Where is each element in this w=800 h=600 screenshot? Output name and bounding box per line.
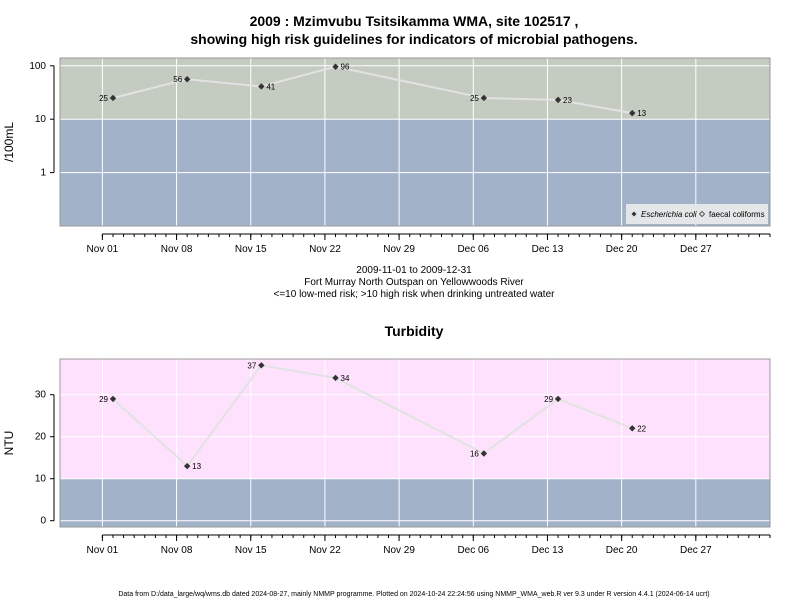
location-caption: Fort Murray North Outspan on Yellowwoods…: [304, 277, 524, 288]
main-title-line1: 2009 : Mzimvubu Tsitsikamma WMA, site 10…: [250, 13, 579, 29]
x-tick-label: Dec 27: [680, 244, 712, 255]
data-point: [554, 395, 562, 403]
data-label: 13: [192, 462, 201, 471]
main-title-line2: showing high risk guidelines for indicat…: [190, 31, 637, 47]
y-axis-label: /100mL: [2, 122, 16, 162]
data-point: [258, 83, 265, 90]
x-tick-label: Dec 06: [457, 545, 489, 556]
data-label: 56: [173, 75, 182, 84]
microbial-chart-panel: 1 10 100/100mL Nov 01 Nov 08 Nov 15 Nov 22 Nov …: [2, 57, 771, 255]
data-label: 34: [341, 374, 350, 383]
data-label: 16: [470, 450, 479, 459]
x-tick-label: Dec 13: [532, 244, 564, 255]
legend-marker-filled-diamond: [631, 211, 637, 217]
x-tick-label: Dec 13: [532, 545, 564, 556]
data-label: 96: [341, 63, 350, 72]
data-point: [629, 109, 636, 117]
plot-frame: [59, 57, 771, 227]
x-tick-label: Nov 29: [383, 244, 415, 255]
x-tick-label: Nov 15: [235, 545, 267, 556]
y-tick-label: 20: [35, 432, 47, 443]
data-point: [629, 425, 636, 432]
legend-marker-open-diamond: [698, 210, 706, 218]
y-tick-label: 100: [29, 61, 46, 72]
data-label: 22: [637, 424, 646, 433]
data-point: [109, 395, 117, 403]
data-point: [332, 63, 339, 70]
x-tick-label: Dec 20: [606, 244, 638, 255]
data-label: 13: [637, 109, 646, 118]
x-tick-label: Nov 22: [309, 244, 341, 255]
data-point: [480, 94, 488, 102]
legend-box: [626, 204, 768, 224]
data-label: 41: [266, 82, 275, 91]
data-point: [332, 374, 339, 382]
plot-frame: [59, 358, 771, 528]
data-point: [554, 96, 562, 104]
data-label: 25: [99, 94, 108, 103]
turbidity-chart-panel: 0 10 20 30 NTU Nov 01 Nov 08 Nov 15 Nov 22 Nov 29…: [2, 358, 771, 556]
y-axis-label: NTU: [2, 431, 16, 456]
y-tick-label: 0: [40, 516, 46, 527]
legend-label-e-coli: Escherichia coli: [641, 210, 697, 219]
data-label: 25: [470, 94, 479, 103]
y-tick-label: 30: [35, 390, 47, 401]
data-point: [480, 450, 488, 457]
turbidity-title: Turbidity: [385, 323, 444, 339]
data-label: 29: [544, 395, 553, 404]
data-point: [183, 76, 191, 83]
footer-note: Data from D:/data_large/wq/wms.db dated …: [118, 591, 709, 598]
data-point: [258, 362, 265, 369]
data-label: 37: [247, 361, 256, 370]
data-point: [109, 94, 117, 102]
x-tick-label: Nov 08: [161, 244, 193, 255]
x-tick-label: Nov 22: [309, 545, 341, 556]
legend-label-faecal-coliforms: faecal coliforms: [709, 210, 765, 219]
x-tick-label: Nov 01: [87, 545, 119, 556]
high-risk-band: [60, 58, 770, 120]
data-label: 23: [563, 96, 572, 105]
data-point: [183, 462, 191, 470]
x-tick-label: Nov 08: [161, 545, 193, 556]
x-tick-label: Dec 27: [680, 545, 712, 556]
risk-note-caption: <=10 low-med risk; >10 high risk when dr…: [274, 289, 556, 300]
low-risk-band: [60, 478, 770, 527]
y-tick-label: 10: [35, 474, 47, 485]
x-tick-label: Nov 15: [235, 244, 267, 255]
x-tick-label: Nov 29: [383, 545, 415, 556]
y-tick-label: 1: [40, 168, 46, 179]
x-tick-label: Dec 06: [457, 244, 489, 255]
x-tick-label: Nov 01: [87, 244, 119, 255]
period-caption: 2009-11-01 to 2009-12-31: [356, 265, 472, 276]
y-tick-label: 10: [35, 114, 47, 125]
data-label: 29: [99, 395, 108, 404]
x-tick-label: Dec 20: [606, 545, 638, 556]
